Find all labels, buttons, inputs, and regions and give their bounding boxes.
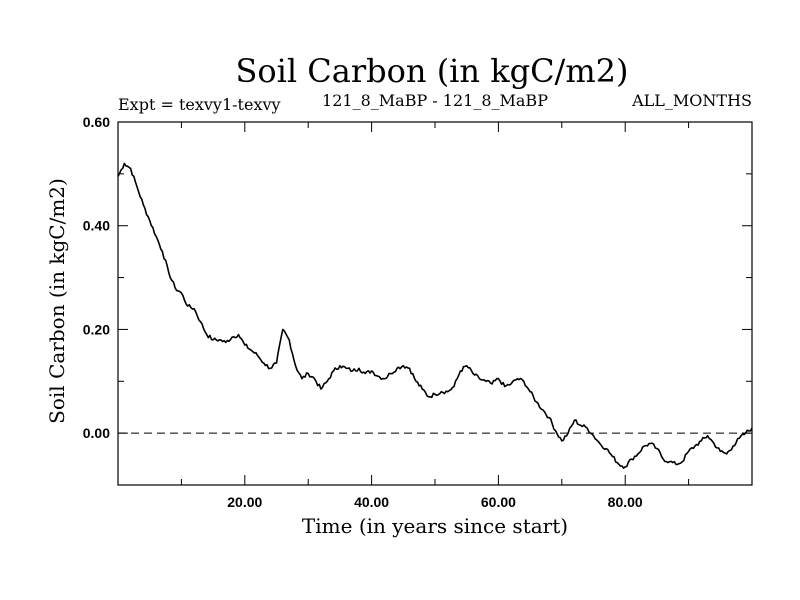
period-label: 121_8_MaBP - 121_8_MaBP [322,91,548,110]
x-tick-label: 20.00 [227,494,262,510]
tick-labels: 20.00 40.00 60.00 80.00 0.00 0.20 0.40 0.60 [83,114,643,510]
chart-title: Soil Carbon (in kgC/m2) [235,52,628,90]
y-axis-label: Soil Carbon (in kgC/m2) [45,178,69,424]
experiment-label: Expt = texvy1-texvy [118,95,281,114]
x-tick-label: 80.00 [608,494,643,510]
y-tick-label: 0.60 [83,114,110,130]
x-tick-label: 60.00 [481,494,516,510]
x-tick-label: 40.00 [354,494,389,510]
months-label: ALL_MONTHS [631,91,752,110]
axis-ticks [118,122,752,485]
series-line-soil-carbon [117,162,753,469]
plot-frame [117,121,753,486]
y-tick-label: 0.40 [83,218,110,234]
y-tick-label: 0.20 [83,321,110,337]
x-axis-label: Time (in years since start) [302,514,568,538]
y-tick-label: 0.00 [83,425,110,441]
